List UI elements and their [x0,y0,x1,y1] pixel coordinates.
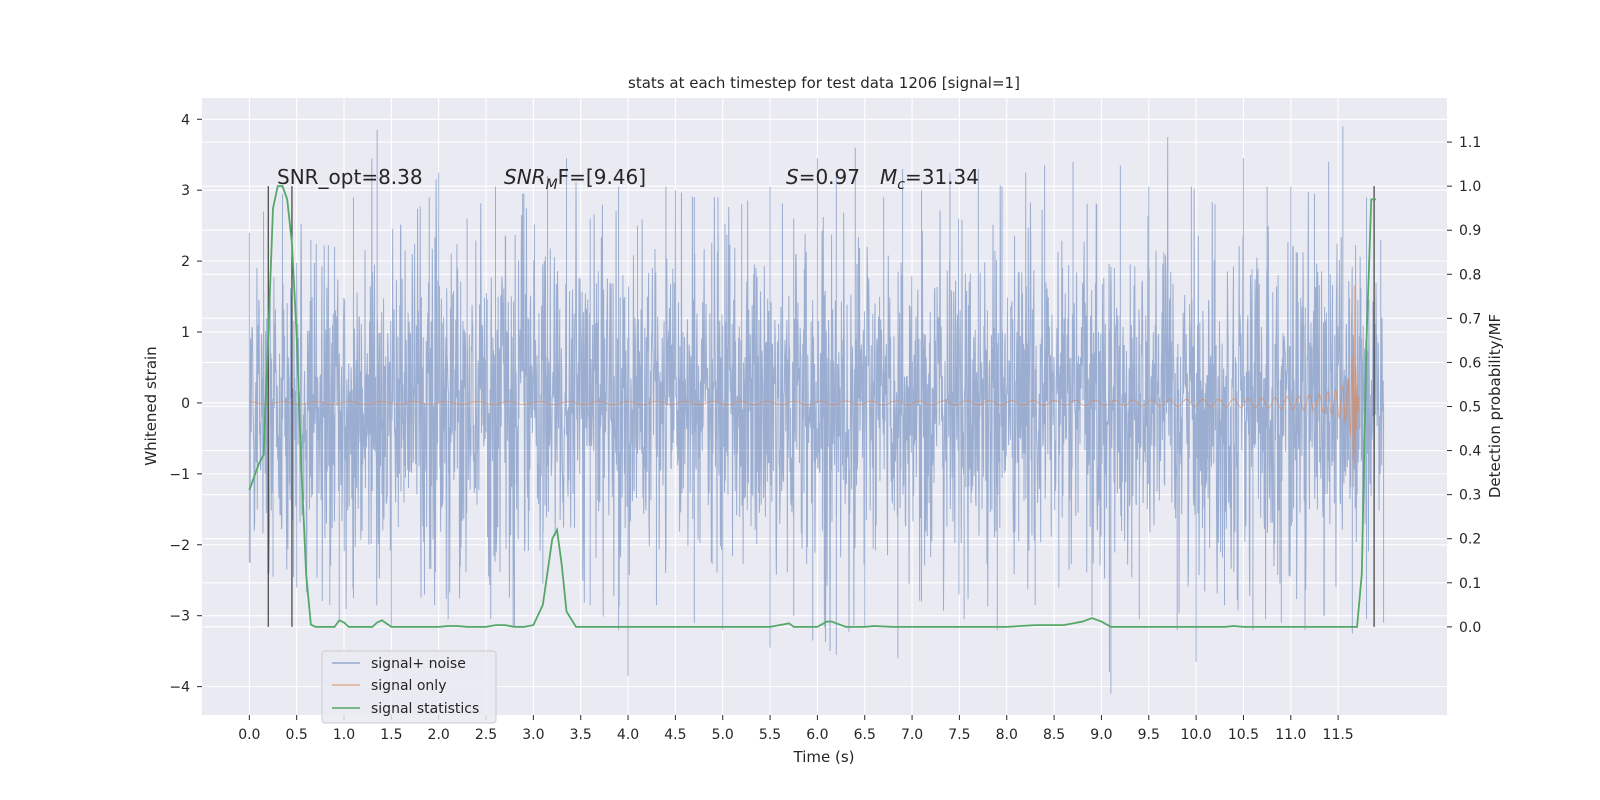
y-left-tick-label: 1 [181,325,190,341]
y-right-tick-label: 0.9 [1459,223,1481,239]
y-left-tick-label: −4 [169,680,190,696]
chart-title: stats at each timestep for test data 120… [628,74,1020,92]
x-tick-label: 0.0 [238,727,260,743]
annotation-snr-mf-subscript: M [546,177,558,193]
annotation-mc-subscript: c [897,177,905,193]
legend: signal+ noise signal only signal statist… [321,650,497,724]
y-left-tick-label: −1 [169,467,190,483]
y-right-tick-label: 0.1 [1459,576,1481,592]
x-tick-label: 11.0 [1275,727,1306,743]
x-tick-label: 1.0 [333,727,355,743]
x-tick-label: 10.0 [1181,727,1212,743]
y-right-tick-label: 0.8 [1459,267,1481,283]
y-right-tick-label: 1.1 [1459,135,1481,151]
y-right-tick-label: 0.7 [1459,311,1481,327]
series-signal-statistics-line [248,185,1376,628]
y-right-tick-label: 0.2 [1459,532,1481,548]
x-tick-label: 1.5 [380,727,402,743]
annotation-mc: Mc=31.34 [880,165,979,193]
y-right-tick-label: 0.6 [1459,355,1481,371]
x-tick-label: 5.5 [759,727,781,743]
data-layer [248,126,1385,694]
annotation-s-value: =0.97 [799,165,860,189]
x-tick-label: 11.5 [1323,727,1354,743]
x-tick-label: 9.5 [1138,727,1160,743]
x-axis-label: Time (s) [793,748,855,766]
x-tick-label: 4.5 [664,727,686,743]
y-left-tick-label: −2 [169,538,190,554]
y-right-tick-label: 1.0 [1459,179,1481,195]
x-tick-label: 8.5 [1043,727,1065,743]
annotation-mc-value: =31.34 [905,165,979,189]
y-left-tick-label: −3 [169,609,190,625]
y-right-tick-label: 0.0 [1459,620,1481,636]
series-signal-only-line [249,285,1360,488]
x-tick-label: 10.5 [1228,727,1259,743]
x-tick-label: 9.0 [1090,727,1112,743]
annotation-snr-opt: SNR_opt=8.38 [277,165,423,189]
y-right-tick-label: 0.3 [1459,488,1481,504]
y-left-tick-label: 3 [181,183,190,199]
x-tick-label: 6.5 [854,727,876,743]
legend-label-signal-statistics: signal statistics [371,701,479,717]
x-tick-label: 5.0 [712,727,734,743]
y-right-tick-label: 0.5 [1459,400,1481,416]
x-tick-label: 0.5 [286,727,308,743]
y-left-tick-label: 2 [181,254,190,270]
x-tick-label: 8.0 [996,727,1018,743]
annotation-mc-symbol: M [880,165,897,189]
x-tick-label: 7.0 [901,727,923,743]
y-left-tick-label: 0 [181,396,190,412]
y-axis-right-label: Detection probability/MF [1486,314,1504,498]
x-tick-label: 4.0 [617,727,639,743]
x-tick-label: 2.0 [428,727,450,743]
annotation-snr-mf-value: F=[9.46] [558,165,646,189]
legend-label-signal-only: signal only [371,678,446,694]
y-right-tick-label: 0.4 [1459,444,1481,460]
ticks: 0.0 0.5 1.0 1.5 2.0 2.5 3.0 3.5 4.0 4.5 5.0 5.5 6.0 6… [169,112,1481,743]
x-tick-label: 7.5 [948,727,970,743]
x-tick-label: 3.5 [570,727,592,743]
x-tick-label: 2.5 [475,727,497,743]
y-axis-left-label: Whitened strain [142,346,160,465]
annotation-s: S=0.97 [786,165,860,189]
x-tick-label: 6.0 [806,727,828,743]
annotation-snr-mf: SNRMF=[9.46] [504,165,646,193]
annotation-s-symbol: S [786,165,799,189]
y-left-tick-label: 4 [181,112,190,128]
x-tick-label: 3.0 [522,727,544,743]
annotation-snr-mf-symbol: SNR [504,165,546,189]
legend-box [321,650,497,724]
series-signal-noise-line [248,126,1385,694]
legend-label-signal-noise: signal+ noise [371,656,466,672]
